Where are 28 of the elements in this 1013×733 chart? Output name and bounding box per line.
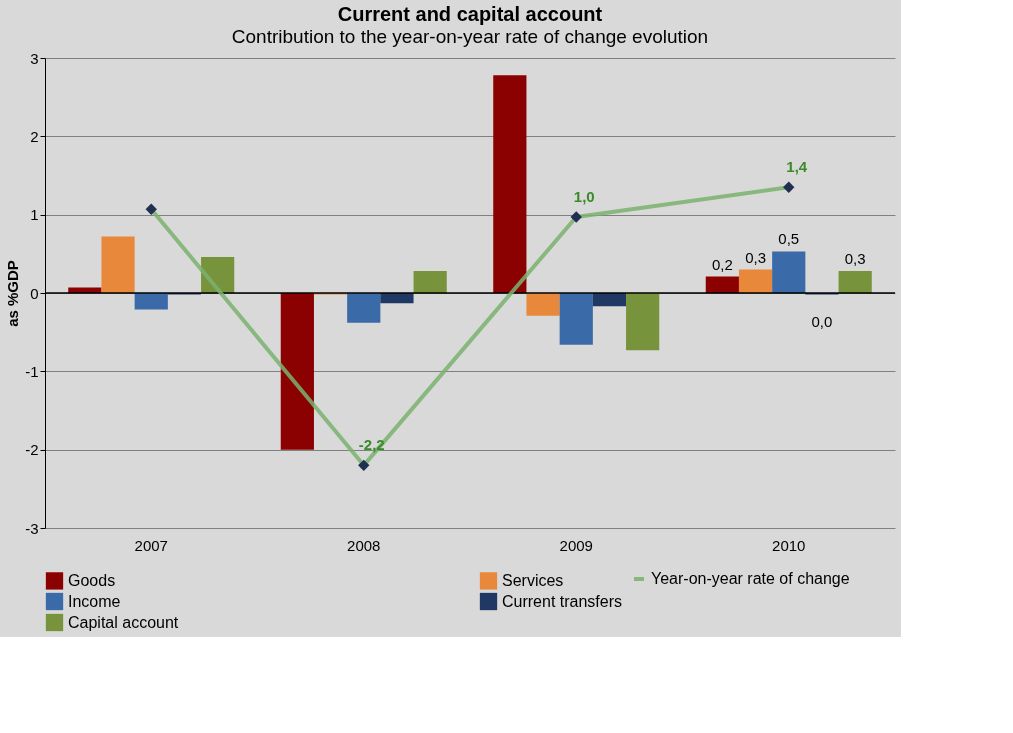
legend-label: Year-on-year rate of change: [651, 570, 850, 587]
x-tick-label: 2007: [134, 536, 168, 554]
legend-label: Income: [68, 592, 121, 610]
data-label: 0,3: [745, 248, 766, 266]
y-tick-label: -2: [25, 441, 39, 459]
data-label: -2,2: [358, 436, 385, 454]
y-tick-label: 3: [30, 49, 39, 67]
legend-label: Services: [502, 571, 564, 589]
data-label: 1,0: [573, 188, 595, 206]
data-label: 1,4: [786, 158, 808, 176]
legend-label: Capital account: [68, 613, 179, 631]
legend-label: Goods: [68, 571, 116, 589]
y-tick-label: -3: [25, 519, 39, 537]
data-label: 0,0: [811, 312, 833, 330]
data-label: 0,2: [711, 255, 733, 273]
x-tick-label: 2010: [772, 536, 806, 554]
y-axis-title: as %GDP: [4, 260, 22, 327]
y-tick-label: 0: [30, 284, 39, 302]
chart-subtitle: Contribution to the year-on-year rate of change evolution: [231, 26, 709, 47]
data-label: 0,3: [844, 250, 866, 268]
chart-title: Current and capital account: [337, 3, 603, 25]
y-tick-label: 2: [30, 127, 39, 145]
x-tick-label: 2008: [347, 536, 381, 554]
legend-label: Current transfers: [502, 592, 623, 610]
x-tick-label: 2009: [559, 536, 593, 554]
y-tick-label: 1: [30, 206, 39, 224]
y-tick-label: -1: [25, 362, 39, 380]
data-label: 0,5: [778, 230, 800, 248]
